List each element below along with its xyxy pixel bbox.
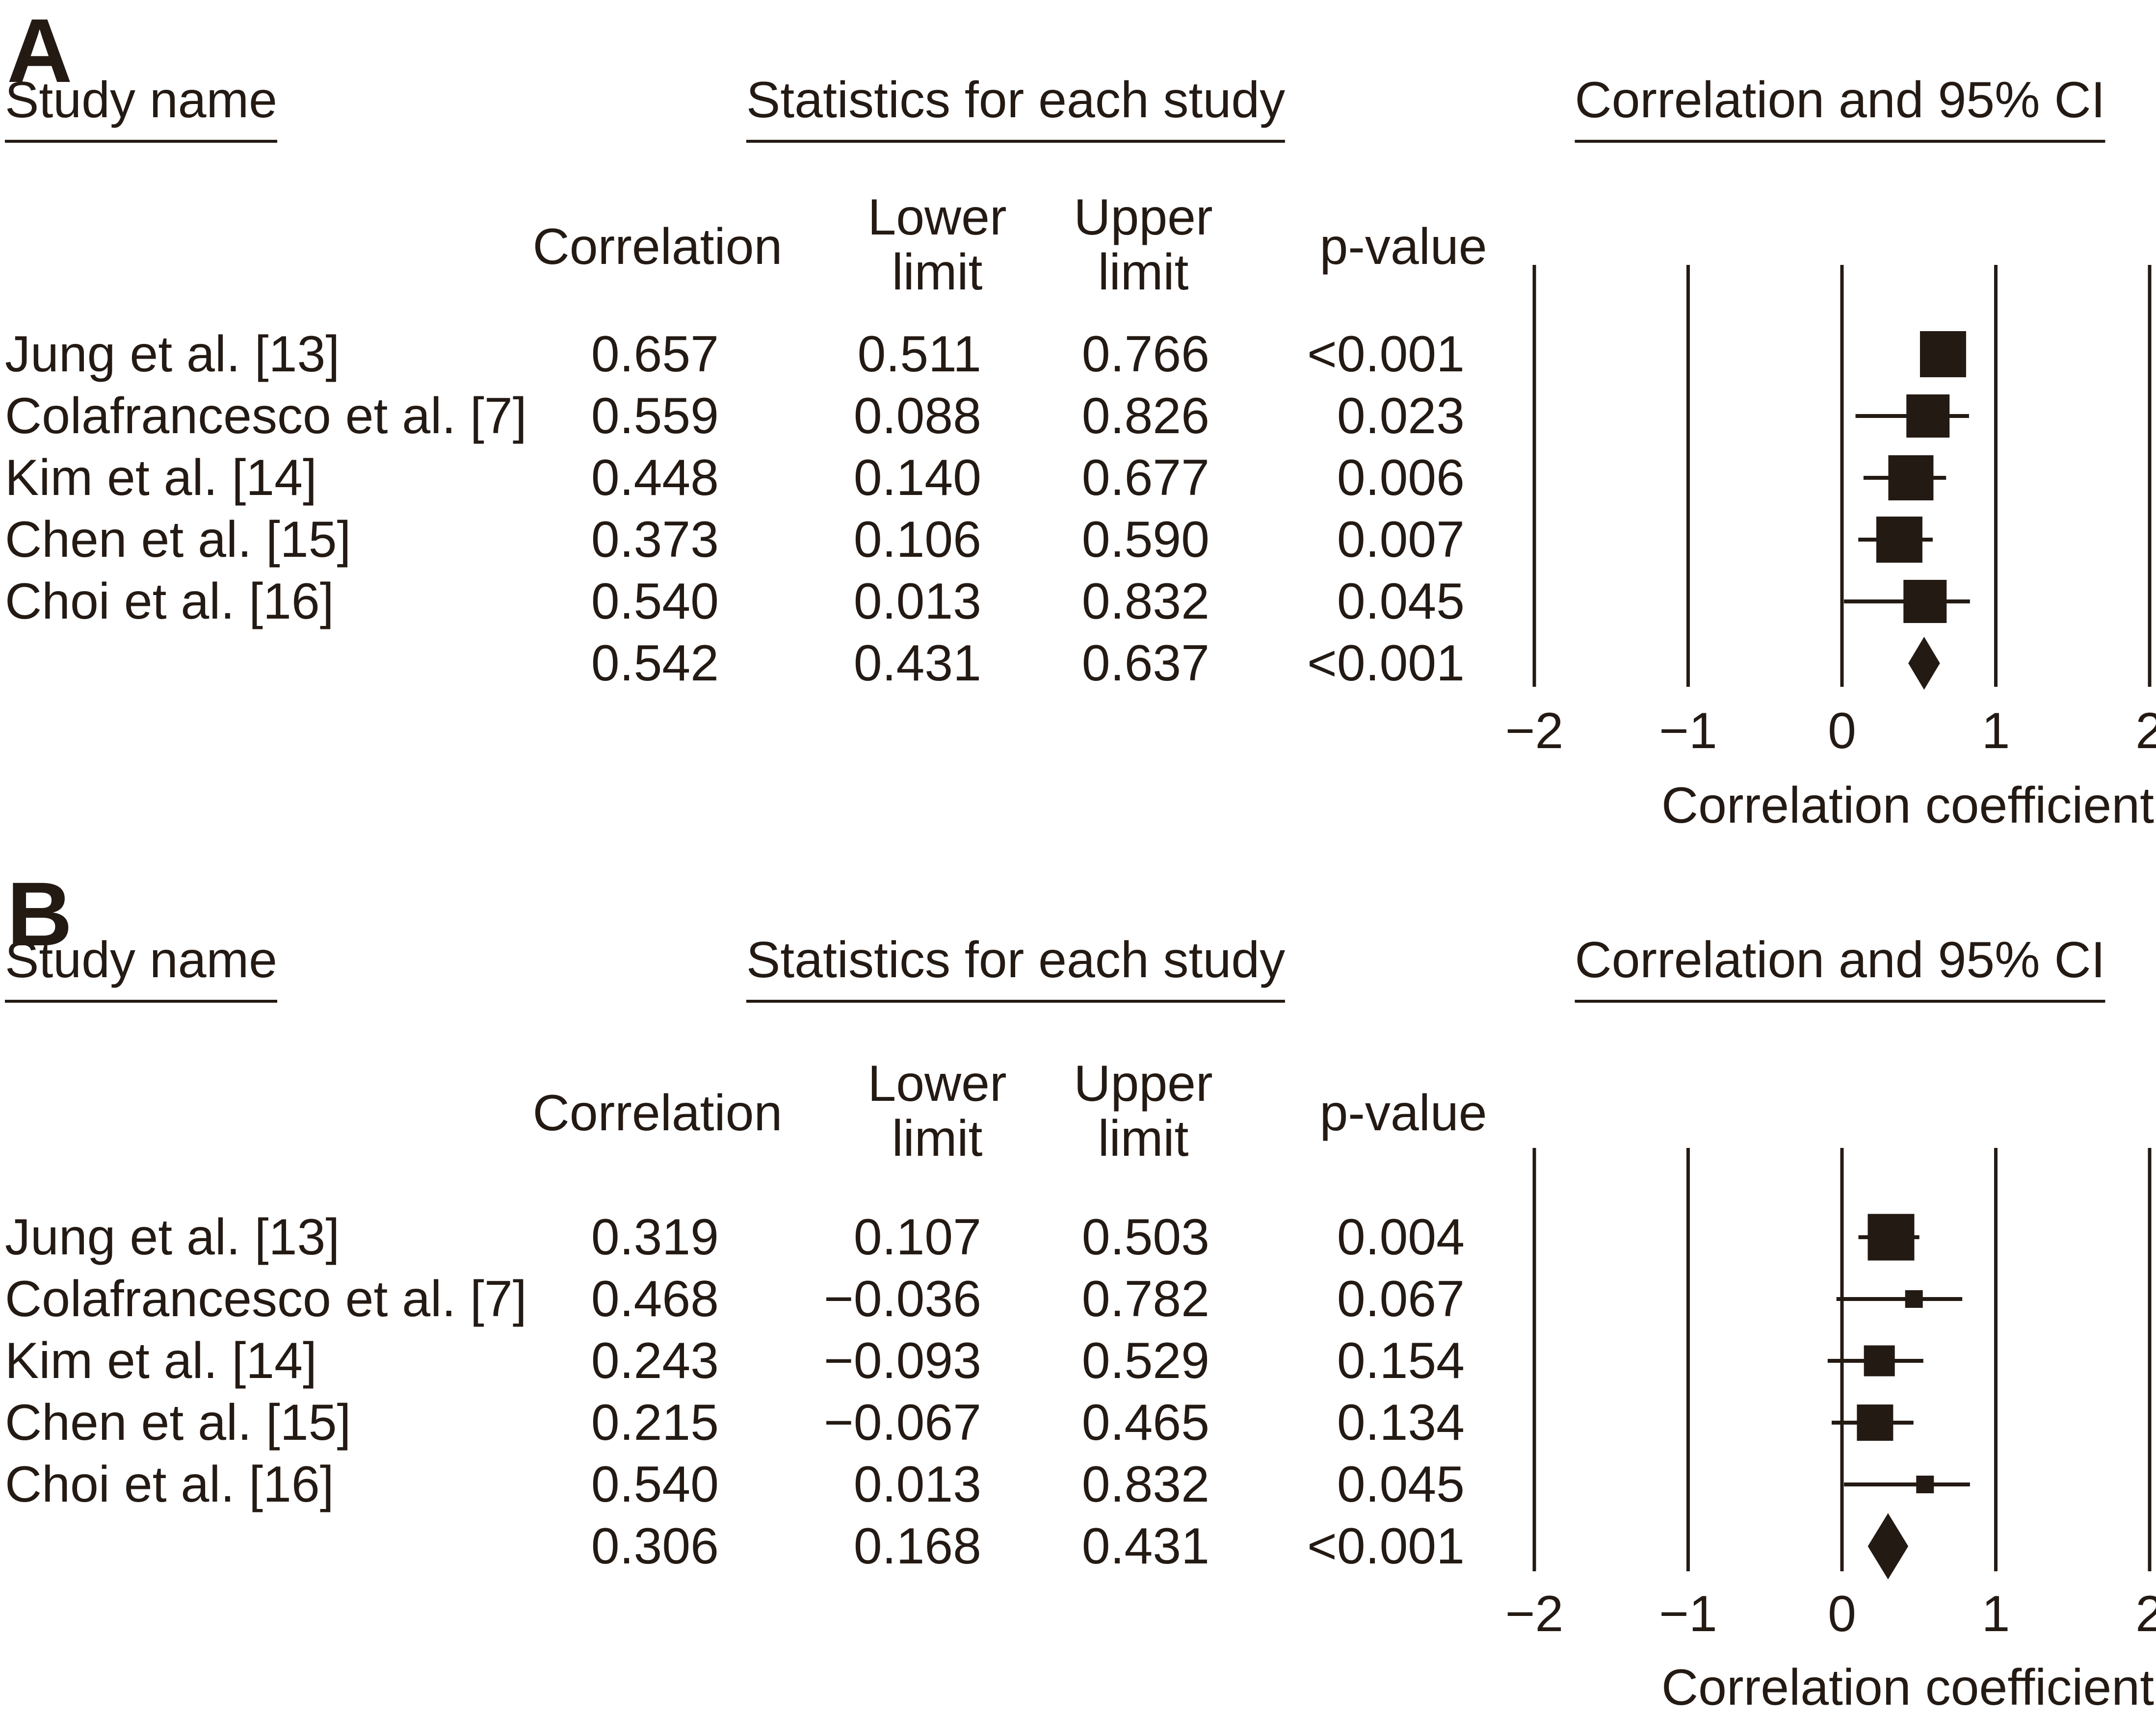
effect-size-square xyxy=(1906,394,1950,438)
effect-size-square xyxy=(1905,1290,1923,1308)
effect-size-square xyxy=(1867,1214,1915,1261)
effect-size-square xyxy=(1857,1404,1893,1441)
effect-size-square xyxy=(1916,1476,1934,1493)
effect-size-square xyxy=(1864,1345,1895,1377)
effect-size-square xyxy=(1876,517,1922,563)
effect-size-square xyxy=(1903,580,1947,623)
effect-size-square xyxy=(1919,331,1966,377)
summary-diamond xyxy=(1908,637,1940,690)
effect-size-square xyxy=(1888,455,1934,500)
summary-diamond xyxy=(1867,1513,1909,1580)
